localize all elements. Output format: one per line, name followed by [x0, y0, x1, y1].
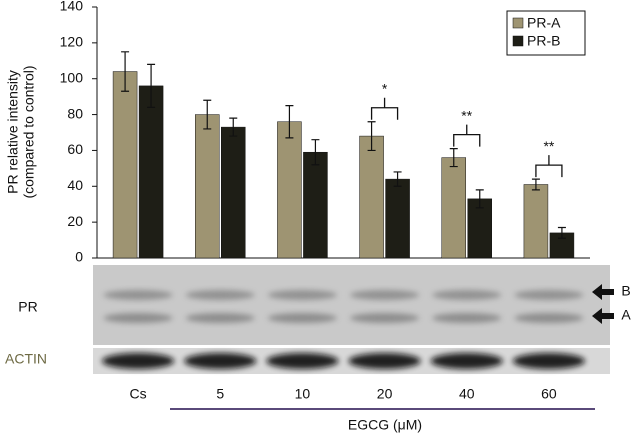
x-tick-label: 10 [295, 386, 311, 402]
blot-band [512, 353, 586, 369]
y-axis-title: PR relative intensity (compared to contr… [5, 65, 37, 198]
y-tick-label: 0 [75, 249, 83, 265]
blot-band [514, 290, 584, 300]
significance-bracket [453, 124, 481, 147]
y-tick-label: 40 [67, 177, 83, 193]
x-tick-label: 60 [541, 386, 557, 402]
blot-band [432, 313, 502, 323]
error-bar [229, 117, 238, 137]
error-bar [285, 105, 294, 139]
y-tick-label: 80 [67, 105, 83, 121]
error-bar [311, 139, 320, 166]
bar [303, 151, 328, 259]
bar [195, 114, 220, 259]
blot-band [514, 313, 584, 323]
blot-band [348, 353, 421, 369]
blot-band [266, 353, 339, 369]
blot-label: PR [18, 299, 37, 315]
bar [221, 126, 246, 259]
x-axis-title: EGCG (μM) [348, 417, 422, 433]
x-tick-label: 20 [377, 386, 393, 402]
significance-label: ** [461, 107, 472, 123]
error-bar [557, 226, 566, 239]
bar [359, 135, 384, 259]
error-bar [367, 121, 376, 152]
error-bar [531, 178, 540, 191]
error-bar [449, 148, 458, 168]
blot-band [350, 313, 420, 323]
x-tick-label: Cs [130, 386, 147, 402]
significance-label: * [382, 80, 388, 96]
bar [441, 157, 466, 259]
significance-bracket [535, 155, 563, 178]
blot-band [184, 353, 257, 369]
blot-band [103, 313, 173, 323]
legend-label: PR-B [527, 33, 560, 49]
y-tick-label: 120 [60, 34, 84, 50]
blot-band [350, 290, 420, 300]
error-bar [203, 99, 212, 130]
significance-label: ** [543, 138, 554, 154]
error-bar [393, 171, 402, 187]
blot-band [432, 290, 502, 300]
legend-label: PR-A [527, 15, 561, 31]
bar [385, 178, 410, 259]
band-label: B [621, 283, 630, 299]
y-tick-label: 60 [67, 141, 83, 157]
x-tick-label: 40 [459, 386, 475, 402]
legend-swatch [512, 17, 524, 29]
y-tick-label: 20 [67, 213, 83, 229]
y-tick-label: 100 [60, 69, 84, 85]
legend-swatch [512, 35, 524, 47]
blot-band [267, 313, 337, 323]
y-axis-title-line: PR relative intensity [5, 70, 21, 194]
bar [523, 184, 549, 259]
arrow [592, 308, 614, 324]
blot-band [103, 290, 173, 300]
blot-band [267, 290, 337, 300]
blot-pr [93, 265, 610, 345]
x-tick-label: 5 [216, 386, 224, 402]
significance-bracket [370, 97, 399, 120]
bar [138, 85, 164, 259]
error-bar [147, 63, 156, 108]
error-bar [121, 51, 130, 92]
y-tick-label: 140 [60, 0, 84, 14]
band-label: A [621, 307, 631, 323]
arrow [592, 284, 614, 300]
blot-band [430, 353, 503, 369]
blot-band [185, 313, 255, 323]
blot-band [101, 353, 175, 369]
y-axis-title-line: (compared to control) [21, 65, 37, 198]
blot-label: ACTIN [5, 351, 47, 367]
error-bar [475, 189, 484, 209]
blot-band [185, 290, 255, 300]
bar [277, 121, 302, 259]
bar [112, 71, 138, 259]
